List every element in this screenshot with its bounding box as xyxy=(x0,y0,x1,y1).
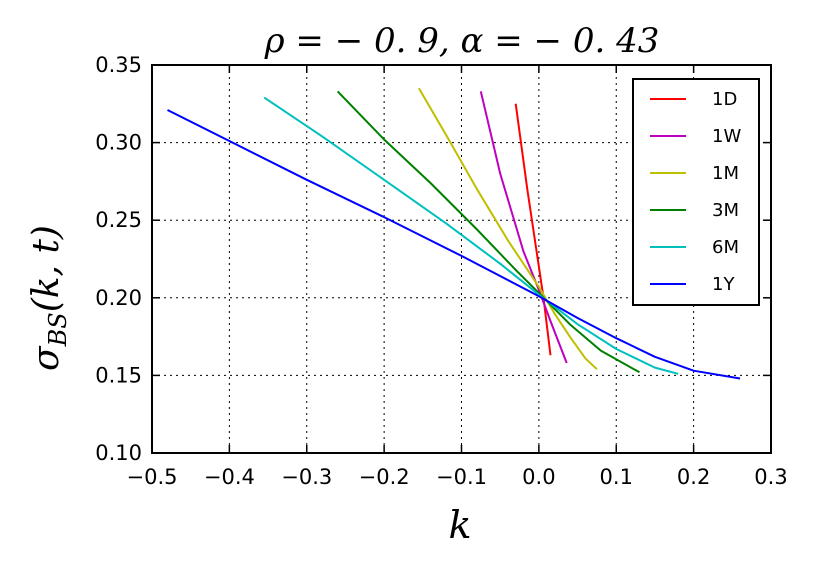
legend-label-1y: 1Y xyxy=(712,274,735,295)
series-line-1m xyxy=(418,87,598,370)
series-line-1w xyxy=(479,91,568,364)
legend-box xyxy=(632,78,760,306)
y-axis-label-subscript: BS xyxy=(44,312,72,347)
legend-entries: 1D 1W 1M 3M 6M 1Y xyxy=(650,89,741,295)
x-tick-label: −0.4 xyxy=(204,465,255,489)
y-tick-label: 0.30 xyxy=(95,131,142,155)
axis-ticks xyxy=(151,64,772,454)
x-tick-label: −0.1 xyxy=(436,465,487,489)
x-tick-label: −0.5 xyxy=(127,465,178,489)
series-line-6m xyxy=(263,96,679,375)
legend-label-3m: 3M xyxy=(712,200,739,221)
y-tick-label: 0.10 xyxy=(95,441,142,465)
x-tick-label: 0.1 xyxy=(600,465,633,489)
x-tick-label: 0.3 xyxy=(754,465,787,489)
legend-label-1d: 1D xyxy=(712,89,737,110)
legend-label-1m: 1M xyxy=(712,163,739,184)
series-lines xyxy=(167,87,741,380)
x-tick-label: 0.0 xyxy=(522,465,555,489)
series-line-1d xyxy=(514,103,552,356)
x-axis-label: k xyxy=(448,503,471,547)
y-tick-label: 0.35 xyxy=(95,53,142,77)
y-tick-labels: 0.10 0.15 0.20 0.25 0.30 0.35 xyxy=(95,53,142,465)
series-line-3m xyxy=(336,90,640,374)
series-line-1y xyxy=(167,109,741,380)
y-axis-label-args: (k, t) xyxy=(26,225,67,312)
x-tick-label: 0.2 xyxy=(677,465,710,489)
x-tick-label: −0.3 xyxy=(281,465,332,489)
x-tick-label: −0.2 xyxy=(359,465,410,489)
y-tick-label: 0.15 xyxy=(95,363,142,387)
y-tick-label: 0.20 xyxy=(95,286,142,310)
legend-label-1w: 1W xyxy=(712,126,741,147)
y-axis-label-symbol: σ xyxy=(26,345,67,371)
y-axis-label: σBS(k, t) xyxy=(26,225,72,371)
x-tick-labels: −0.5 −0.4 −0.3 −0.2 −0.1 0.0 0.1 0.2 0.3 xyxy=(127,465,788,489)
legend-label-6m: 6M xyxy=(712,237,739,258)
y-tick-label: 0.25 xyxy=(95,208,142,232)
legend: 1D 1W 1M 3M 6M 1Y xyxy=(632,78,760,306)
chart-title: ρ = − 0. 9, α = − 0. 43 xyxy=(264,21,660,61)
